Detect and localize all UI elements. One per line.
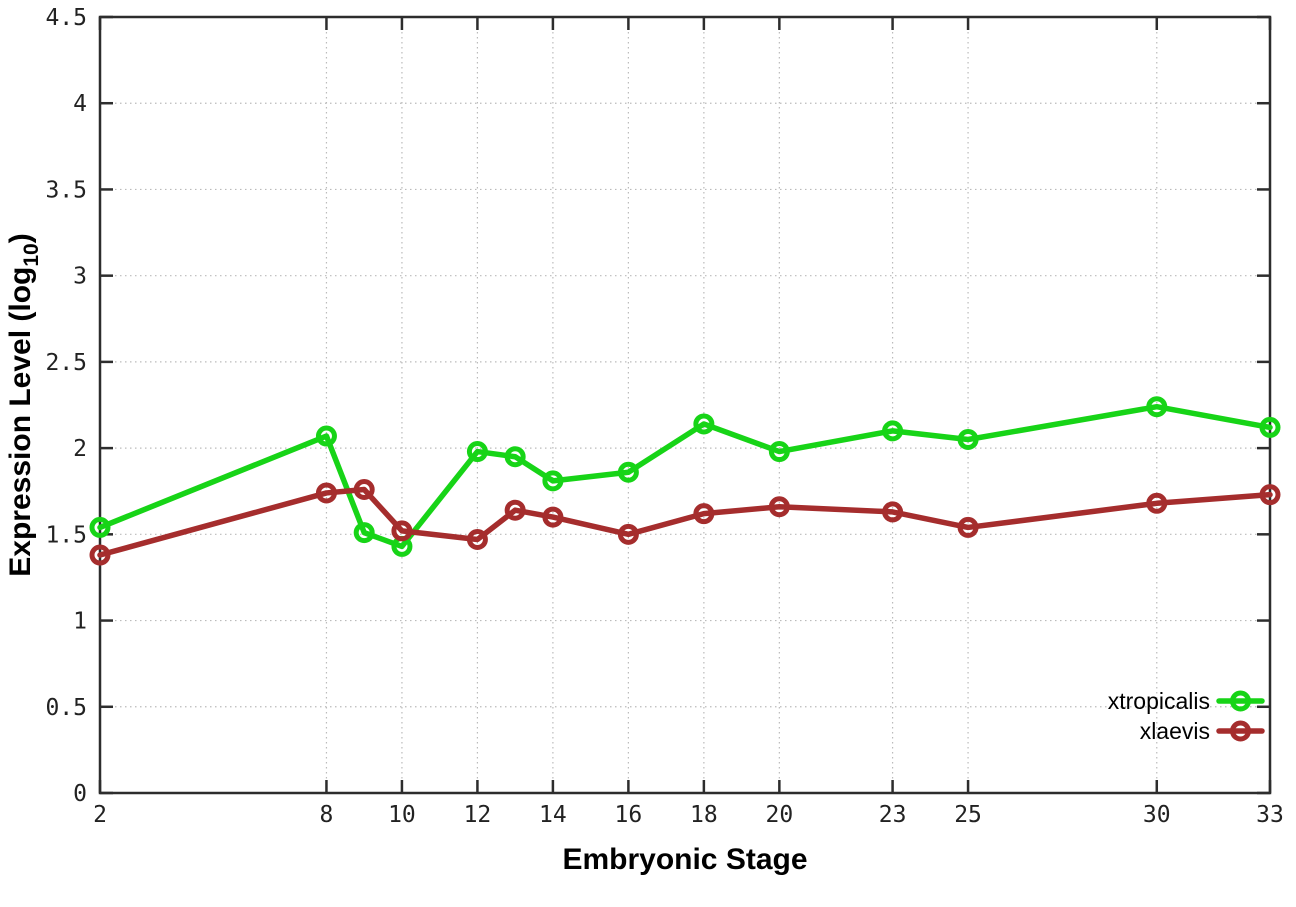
x-tick-label: 23 bbox=[879, 802, 907, 828]
y-tick-label: 2 bbox=[73, 436, 87, 462]
data-point-xtropicalis bbox=[315, 425, 337, 447]
x-tick-label: 18 bbox=[690, 802, 718, 828]
y-tick-label: 1.5 bbox=[45, 522, 87, 548]
x-tick-label: 14 bbox=[539, 802, 567, 828]
data-point-xlaevis bbox=[466, 529, 488, 551]
y-tick-label: 0.5 bbox=[45, 695, 87, 721]
data-point-xtropicalis bbox=[882, 420, 904, 442]
x-tick-label: 16 bbox=[615, 802, 643, 828]
y-tick-label: 4 bbox=[73, 91, 87, 117]
data-point-xlaevis bbox=[89, 544, 111, 566]
data-point-xlaevis bbox=[617, 523, 639, 545]
data-point-xlaevis bbox=[1146, 492, 1168, 514]
x-tick-label: 2 bbox=[93, 802, 107, 828]
x-tick-label: 10 bbox=[388, 802, 416, 828]
data-point-xlaevis bbox=[542, 506, 564, 528]
x-tick-label: 12 bbox=[464, 802, 492, 828]
data-point-xtropicalis bbox=[1259, 416, 1281, 438]
x-tick-label: 20 bbox=[766, 802, 794, 828]
data-point-xlaevis bbox=[768, 496, 790, 518]
data-point-xtropicalis bbox=[504, 446, 526, 468]
x-tick-label: 8 bbox=[320, 802, 334, 828]
data-point-xlaevis bbox=[957, 516, 979, 538]
legend-marker bbox=[1230, 690, 1251, 712]
legend-entry-xlaevis: xlaevis bbox=[1140, 718, 1265, 744]
data-point-xlaevis bbox=[391, 520, 413, 542]
data-point-xtropicalis bbox=[768, 441, 790, 463]
data-point-xlaevis bbox=[1259, 484, 1281, 506]
tick-labels-layer: 2 8 10 12 14 16 18 20 23 25 30 33 0 0.5 1 1.5 2 2.5 3 3.5 4 4… bbox=[45, 5, 1283, 828]
data-point-xtropicalis bbox=[1146, 396, 1168, 418]
legend-entry-xtropicalis: xtropicalis bbox=[1108, 688, 1265, 714]
data-point-xtropicalis bbox=[89, 516, 111, 538]
data-point-xlaevis bbox=[353, 478, 375, 500]
y-tick-label: 3 bbox=[73, 264, 87, 290]
x-axis-title: Embryonic Stage bbox=[562, 843, 807, 876]
legend-label-xtropicalis: xtropicalis bbox=[1108, 688, 1210, 714]
y-tick-label: 4.5 bbox=[45, 5, 87, 31]
data-point-xtropicalis bbox=[466, 441, 488, 463]
data-point-xtropicalis bbox=[957, 428, 979, 450]
data-point-xtropicalis bbox=[617, 461, 639, 483]
x-tick-label: 25 bbox=[954, 802, 982, 828]
data-point-xlaevis bbox=[504, 499, 526, 521]
y-tick-label: 2.5 bbox=[45, 350, 87, 376]
x-tick-label: 30 bbox=[1143, 802, 1171, 828]
x-tick-label: 33 bbox=[1256, 802, 1284, 828]
y-axis-title: Expression Level (log10) bbox=[4, 233, 43, 576]
legend-label-xlaevis: xlaevis bbox=[1140, 718, 1210, 744]
y-tick-label: 0 bbox=[73, 781, 87, 807]
plot-border bbox=[98, 15, 1272, 795]
data-point-xlaevis bbox=[693, 503, 715, 525]
legend: xtropicalis xlaevis bbox=[1108, 688, 1265, 744]
tick-marks-layer bbox=[98, 15, 1272, 795]
data-point-xlaevis bbox=[315, 482, 337, 504]
data-point-xtropicalis bbox=[542, 470, 564, 492]
y-tick-label: 3.5 bbox=[45, 177, 87, 203]
y-tick-label: 1 bbox=[73, 609, 87, 635]
legend-marker bbox=[1230, 720, 1251, 742]
data-point-xlaevis bbox=[882, 501, 904, 523]
data-point-xtropicalis bbox=[353, 522, 375, 544]
data-point-xtropicalis bbox=[693, 413, 715, 435]
